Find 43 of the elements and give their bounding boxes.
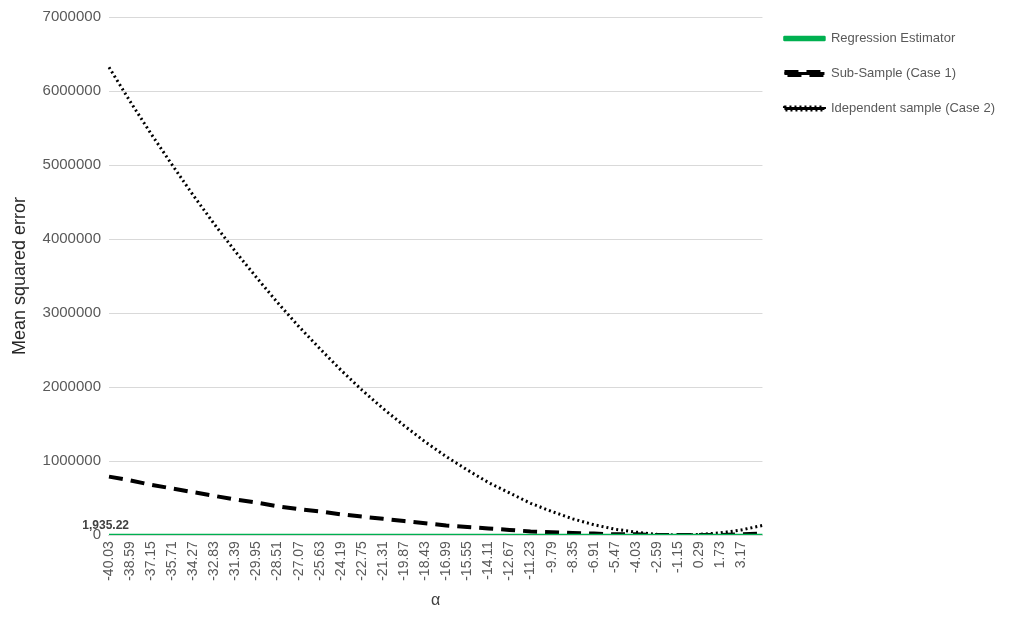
x-tick-label: -2.59 xyxy=(647,540,664,574)
x-tick-label: 0.29 xyxy=(690,540,707,569)
x-tick-label: -18.43 xyxy=(416,540,433,581)
x-tick-label: 3.17 xyxy=(732,540,749,569)
x-tick-label: 1.73 xyxy=(711,540,728,569)
x-tick-label: -27.07 xyxy=(289,540,306,581)
legend-label: Idependent sample (Case 2) xyxy=(830,100,995,116)
y-tick-label: 2000000 xyxy=(42,377,101,395)
x-tick-label: -21.31 xyxy=(373,540,390,581)
y-tick-label: 1000000 xyxy=(42,451,101,469)
x-tick-label: -35.71 xyxy=(163,540,180,581)
x-tick-label: -38.59 xyxy=(120,540,137,581)
x-tick-label: -24.19 xyxy=(331,540,348,581)
x-tick-label: -34.27 xyxy=(184,540,201,581)
x-tick-label: -1.15 xyxy=(669,540,685,574)
y-tick-label: 3000000 xyxy=(42,303,101,321)
x-axis-title: α xyxy=(431,590,441,608)
x-tick-label: -6.91 xyxy=(584,540,601,574)
x-tick-label: -16.99 xyxy=(437,540,454,581)
x-tick-label: -40.03 xyxy=(99,540,116,581)
y-tick-label: 6000000 xyxy=(42,81,101,99)
x-tick-label: -4.03 xyxy=(626,540,643,574)
x-tick-label: -28.51 xyxy=(268,540,285,581)
x-tick-label: -9.79 xyxy=(542,540,559,574)
x-tick-label: -25.63 xyxy=(310,540,327,581)
x-tick-label: -32.83 xyxy=(205,540,222,581)
y-tick-label: 4000000 xyxy=(42,229,101,247)
x-tick-label: -19.87 xyxy=(394,540,411,581)
x-tick-label: -14.11 xyxy=(479,540,496,580)
x-tick-label: -37.15 xyxy=(142,540,159,581)
y-tick-label: 5000000 xyxy=(42,155,101,173)
x-tick-label: -11.23 xyxy=(521,540,538,580)
y-axis-title: Mean squared error xyxy=(8,197,29,356)
x-tick-label: -15.55 xyxy=(458,540,475,581)
x-tick-label: -31.39 xyxy=(226,540,243,581)
x-tick-label: -5.47 xyxy=(605,540,622,574)
legend-label: Regression Estimator xyxy=(830,30,956,46)
x-tick-label: -29.95 xyxy=(247,540,264,581)
x-tick-label: -8.35 xyxy=(563,540,580,574)
y-tick-label: 7000000 xyxy=(42,7,101,25)
x-tick-label: -12.67 xyxy=(500,540,517,581)
x-tick-label: -22.75 xyxy=(352,540,369,581)
legend-label: Sub-Sample (Case 1) xyxy=(830,65,956,81)
